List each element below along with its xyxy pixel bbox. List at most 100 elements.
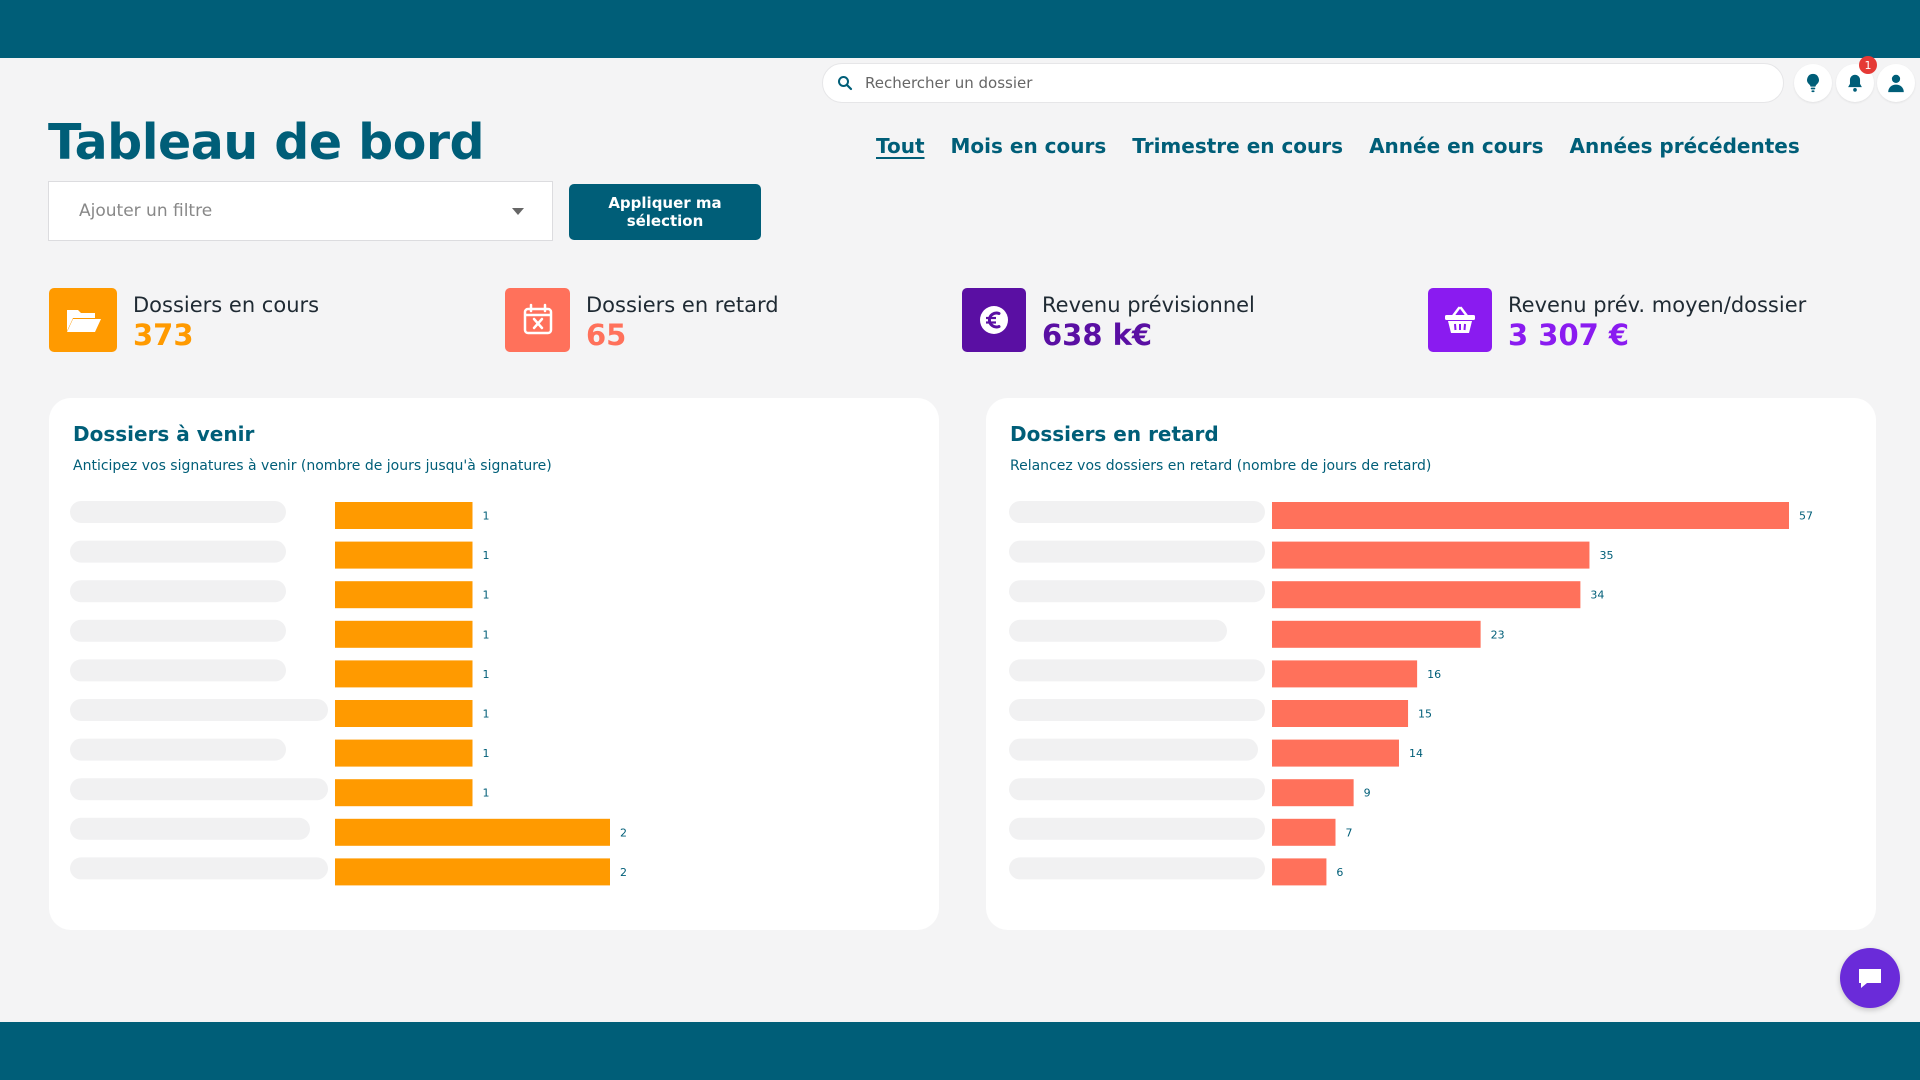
kpi-tile [505, 288, 570, 352]
kpi-revenu-previsionnel: Revenu prévisionnel 638 k€ [962, 288, 1255, 352]
search-icon [838, 76, 853, 91]
chat-button[interactable] [1840, 948, 1900, 1008]
filter-select[interactable]: Ajouter un filtre [48, 181, 553, 241]
redacted-category-label [70, 540, 286, 563]
tab-annee-en-cours[interactable]: Année en cours [1369, 134, 1544, 158]
bar-value-label: 1 [483, 708, 490, 721]
kpi-dossiers-en-cours: Dossiers en cours 373 [49, 288, 319, 352]
redacted-category-label [70, 699, 328, 721]
bar[interactable] [1272, 620, 1481, 648]
calendar-x-icon [523, 303, 552, 335]
redacted-category-label [70, 580, 286, 603]
kpi-label: Revenu prévisionnel [1042, 293, 1255, 317]
redacted-category-label [70, 501, 286, 523]
card-subtitle: Relancez vos dossiers en retard (nombre … [1010, 458, 1432, 474]
notification-badge: 1 [1859, 56, 1877, 74]
bell-icon [1848, 74, 1862, 92]
bar[interactable] [1272, 858, 1327, 886]
card-title: Dossiers en retard [1010, 422, 1219, 446]
bar-value-label: 9 [1364, 787, 1371, 800]
bar[interactable] [335, 541, 473, 569]
bar[interactable] [1272, 660, 1418, 688]
redacted-category-label [70, 817, 310, 840]
bar[interactable] [335, 858, 610, 886]
tips-button[interactable] [1794, 64, 1832, 102]
card-dossiers-a-venir: 1 1 1 1 1 1 1 1 2 2 Dossiers à venir Anticipez vo… [49, 398, 939, 930]
tab-annees-precedentes[interactable]: Années précédentes [1569, 134, 1800, 158]
redacted-category-label [1009, 540, 1265, 563]
card-dossiers-en-retard: 57 35 34 23 16 15 14 9 7 6 Dossiers en retard Rel… [986, 398, 1876, 930]
bar-value-label: 16 [1427, 668, 1441, 681]
bar[interactable] [1272, 779, 1354, 807]
lightbulb-icon [1807, 73, 1819, 93]
bar[interactable] [335, 700, 473, 727]
bar[interactable] [1272, 581, 1581, 609]
bar[interactable] [1272, 502, 1789, 529]
kpi-value: 65 [586, 318, 627, 352]
bar[interactable] [335, 818, 610, 846]
kpi-tile [49, 288, 117, 352]
redacted-category-label [70, 738, 286, 761]
filter-placeholder: Ajouter un filtre [79, 201, 213, 221]
bar[interactable] [335, 739, 473, 767]
kpi-value: 373 [133, 318, 194, 352]
bar[interactable] [1272, 818, 1336, 846]
redacted-category-label [1009, 699, 1265, 721]
redacted-category-label [1009, 857, 1265, 880]
euro-icon [980, 306, 1008, 334]
kpi-label: Dossiers en retard [586, 293, 779, 317]
bar-value-label: 57 [1799, 510, 1813, 523]
late-bar-chart: 57 35 34 23 16 15 14 9 7 6 [1009, 501, 1813, 886]
tab-mois-en-cours[interactable]: Mois en cours [950, 134, 1107, 158]
search-bar[interactable] [822, 63, 1784, 103]
bar[interactable] [335, 779, 473, 807]
kpi-value: 638 k€ [1042, 318, 1153, 352]
redacted-category-label [1009, 659, 1265, 682]
redacted-category-label [1009, 619, 1227, 642]
kpi-revenu-moyen-dossier: Revenu prév. moyen/dossier 3 307 € [1428, 288, 1806, 352]
bar[interactable] [1272, 700, 1409, 727]
bar-value-label: 1 [483, 668, 490, 681]
apply-selection-button[interactable]: Appliquer ma sélection [569, 184, 761, 240]
bar[interactable] [335, 620, 473, 648]
bar[interactable] [335, 581, 473, 609]
chevron-down-icon [512, 207, 524, 215]
kpi-label: Dossiers en cours [133, 293, 320, 317]
basket-icon [1445, 306, 1475, 333]
kpi-tile [1428, 288, 1492, 352]
bar-value-label: 7 [1345, 826, 1352, 839]
tab-trimestre-en-cours[interactable]: Trimestre en cours [1132, 134, 1344, 158]
redacted-category-label [1009, 501, 1265, 523]
bar[interactable] [335, 502, 473, 529]
bar-value-label: 6 [1336, 866, 1343, 879]
redacted-category-label [70, 619, 286, 642]
account-button[interactable] [1877, 64, 1915, 102]
kpi-tile [962, 288, 1026, 352]
bar[interactable] [335, 660, 473, 688]
redacted-category-label [1009, 738, 1258, 761]
bar-value-label: 1 [483, 747, 490, 760]
user-icon [1888, 74, 1904, 93]
tab-tout[interactable]: Tout [876, 134, 925, 158]
bar-value-label: 1 [483, 510, 490, 523]
bar-value-label: 23 [1491, 628, 1505, 641]
redacted-category-label [70, 778, 328, 801]
card-title: Dossiers à venir [73, 422, 255, 446]
bar[interactable] [1272, 541, 1590, 569]
folder-open-icon [67, 310, 101, 332]
bottom-bar [0, 1022, 1920, 1080]
bar-value-label: 15 [1418, 708, 1432, 721]
kpi-dossiers-en-retard: Dossiers en retard 65 [505, 288, 779, 352]
bar-value-label: 1 [483, 628, 490, 641]
notifications-button[interactable] [1836, 64, 1874, 102]
search-input[interactable] [865, 74, 1745, 92]
bar-value-label: 14 [1409, 747, 1423, 760]
bar[interactable] [1272, 739, 1399, 767]
top-bar [0, 0, 1920, 58]
bar-value-label: 1 [483, 589, 490, 602]
card-subtitle: Anticipez vos signatures à venir (nombre… [73, 458, 552, 474]
kpi-value: 3 307 € [1508, 318, 1630, 352]
redacted-category-label [70, 659, 286, 682]
redacted-category-label [70, 857, 328, 880]
bar-value-label: 2 [620, 866, 627, 879]
